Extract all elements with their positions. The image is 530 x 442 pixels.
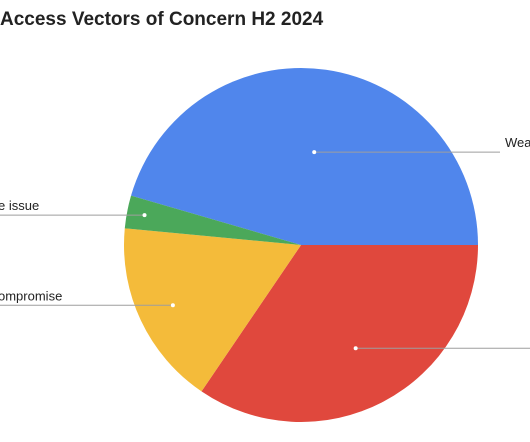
slice-label: Wea — [505, 135, 530, 150]
leader-dot — [353, 346, 358, 351]
pie-slice — [124, 228, 301, 392]
leader-dot — [142, 213, 147, 218]
slice-label: ompromise — [0, 288, 62, 303]
chart-title: Access Vectors of Concern H2 2024 — [0, 9, 324, 30]
pie-slice — [131, 68, 478, 245]
leader-dot — [170, 303, 175, 308]
pie-slice — [201, 245, 479, 422]
pie-slice — [124, 195, 302, 245]
leader-dot — [312, 150, 317, 155]
slice-label: e issue — [0, 198, 39, 213]
